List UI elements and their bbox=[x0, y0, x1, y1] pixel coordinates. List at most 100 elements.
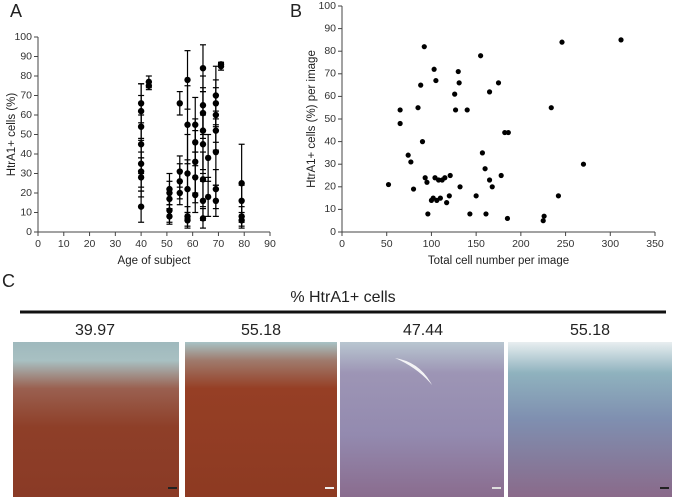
point bbox=[540, 218, 546, 224]
point bbox=[145, 82, 153, 89]
x-tick-label: 30 bbox=[109, 238, 121, 250]
point bbox=[559, 39, 565, 45]
point bbox=[486, 177, 493, 183]
point bbox=[238, 197, 245, 204]
y-tick-label: 60 bbox=[20, 109, 32, 121]
point bbox=[618, 37, 624, 43]
x-tick-label: 350 bbox=[646, 238, 664, 250]
histology-image bbox=[185, 342, 337, 497]
point bbox=[424, 179, 430, 185]
point bbox=[502, 129, 508, 136]
x-tick-label: 200 bbox=[512, 238, 530, 250]
point bbox=[482, 166, 488, 172]
panel-label: A bbox=[10, 1, 22, 21]
y-axis-label: HtrA1+ cells (%) per image bbox=[306, 50, 318, 188]
panel-label: B bbox=[290, 1, 302, 21]
x-tick-label: 0 bbox=[35, 238, 41, 250]
image-value: 55.18 bbox=[241, 322, 281, 339]
point bbox=[580, 161, 587, 167]
point bbox=[447, 172, 453, 179]
point bbox=[184, 121, 191, 128]
point bbox=[479, 150, 486, 156]
point bbox=[192, 191, 199, 199]
point bbox=[555, 193, 562, 199]
x-axis-label: Total cell number per image bbox=[428, 255, 569, 267]
point bbox=[415, 105, 421, 111]
x-tick-label: 70 bbox=[213, 238, 225, 250]
point bbox=[473, 193, 479, 199]
y-tick-label: 40 bbox=[324, 135, 336, 147]
point bbox=[478, 53, 484, 59]
histology-image bbox=[340, 342, 504, 497]
x-axis-label: Age of subject bbox=[118, 255, 192, 267]
image-value: 39.97 bbox=[75, 322, 115, 339]
point bbox=[442, 175, 448, 181]
point bbox=[422, 175, 428, 181]
point bbox=[199, 65, 207, 72]
point bbox=[483, 211, 489, 217]
y-tick-label: 20 bbox=[20, 187, 32, 199]
point bbox=[408, 159, 414, 165]
y-tick-label: 100 bbox=[14, 31, 32, 43]
point bbox=[431, 66, 437, 72]
x-tick-label: 40 bbox=[135, 238, 147, 250]
y-tick-label: 30 bbox=[20, 167, 32, 179]
point bbox=[433, 77, 439, 84]
y-tick-label: 50 bbox=[324, 113, 336, 125]
point bbox=[184, 76, 191, 84]
y-tick-label: 60 bbox=[324, 90, 336, 102]
point bbox=[495, 80, 502, 86]
point bbox=[425, 211, 431, 217]
point bbox=[204, 154, 212, 162]
x-tick-label: 50 bbox=[161, 238, 173, 250]
x-tick-label: 100 bbox=[423, 238, 441, 250]
scale-bar bbox=[492, 487, 501, 489]
y-tick-label: 0 bbox=[330, 226, 336, 238]
point bbox=[212, 148, 220, 156]
point bbox=[397, 107, 403, 113]
histology-image bbox=[13, 342, 179, 497]
point bbox=[456, 80, 462, 86]
point bbox=[421, 44, 427, 50]
image-value: 55.18 bbox=[570, 322, 610, 339]
point bbox=[199, 215, 207, 222]
y-tick-label: 70 bbox=[324, 68, 336, 80]
point bbox=[405, 152, 411, 158]
point bbox=[397, 120, 403, 127]
point bbox=[199, 197, 207, 204]
point bbox=[217, 63, 225, 70]
point bbox=[435, 177, 442, 183]
y-tick-label: 40 bbox=[20, 148, 32, 160]
y-tick-label: 0 bbox=[26, 226, 32, 238]
x-tick-label: 90 bbox=[264, 238, 276, 250]
point bbox=[467, 211, 473, 217]
point bbox=[504, 215, 511, 222]
x-tick-label: 80 bbox=[238, 238, 250, 250]
point bbox=[548, 105, 554, 111]
point bbox=[418, 82, 424, 88]
y-tick-label: 70 bbox=[20, 89, 32, 101]
point bbox=[489, 184, 495, 190]
point bbox=[437, 195, 443, 201]
point bbox=[176, 100, 183, 107]
point bbox=[176, 189, 183, 197]
point bbox=[184, 217, 191, 224]
y-tick-label: 80 bbox=[324, 45, 336, 57]
panel-label: C bbox=[2, 271, 15, 291]
point bbox=[204, 193, 212, 201]
panel-title: % HtrA1+ cells bbox=[290, 289, 395, 306]
point bbox=[184, 185, 191, 193]
y-tick-label: 90 bbox=[20, 50, 32, 62]
x-tick-label: 60 bbox=[187, 238, 199, 250]
scale-bar bbox=[660, 487, 669, 489]
scale-bar bbox=[325, 487, 334, 489]
histology-image bbox=[508, 342, 672, 497]
y-tick-label: 50 bbox=[20, 128, 32, 140]
y-tick-label: 90 bbox=[324, 22, 336, 34]
point bbox=[137, 203, 145, 210]
point bbox=[199, 141, 207, 148]
point bbox=[410, 186, 417, 192]
y-tick-label: 20 bbox=[324, 181, 336, 193]
x-tick-label: 50 bbox=[381, 238, 393, 250]
image-value: 47.44 bbox=[403, 322, 443, 339]
